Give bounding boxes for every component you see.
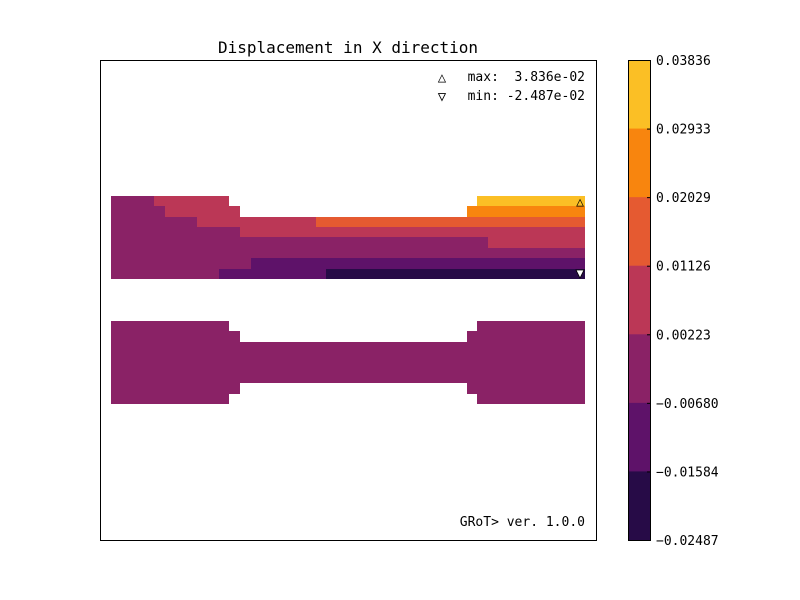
colorbar-segment — [628, 402, 651, 472]
heatmap-cell — [111, 206, 165, 217]
heatmap-cell — [240, 227, 585, 237]
max-marker-icon: △ — [438, 70, 447, 86]
heatmap-cell — [111, 383, 240, 394]
colorbar-tick-label: −0.01584 — [656, 465, 719, 480]
max-label: max: 3.836e-02 — [468, 70, 585, 85]
heatmap-cell — [111, 248, 585, 258]
heatmap-cell — [326, 269, 585, 279]
heatmap-cell — [477, 321, 585, 331]
colorbar-segment — [628, 197, 651, 267]
colorbar-tick-label: 0.03836 — [656, 54, 711, 69]
colorbar — [628, 60, 651, 541]
heatmap-cell — [154, 196, 229, 206]
colorbar-segment — [628, 60, 651, 130]
colorbar-segment — [628, 471, 651, 541]
heatmap-cell — [165, 206, 240, 217]
heatmap-cell — [111, 321, 229, 331]
heatmap-cell — [467, 331, 585, 342]
heatmap-cell — [467, 383, 585, 394]
heatmap-cell — [467, 206, 585, 217]
colorbar-ticks: 0.03836 0.02933 0.02029 0.01126 0.00223 −0.00… — [647, 54, 719, 549]
max-location-marker: △ — [576, 195, 584, 210]
heatmap-cell — [111, 331, 240, 342]
colorbar-tick-label: −0.02487 — [656, 534, 719, 549]
chart-title: Displacement in X direction — [218, 38, 478, 57]
colorbar-segment — [628, 334, 651, 404]
plot-area — [100, 60, 597, 541]
heatmap-cell — [111, 258, 251, 269]
heatmap-cell — [251, 258, 585, 269]
colorbar-tick-label: 0.02029 — [656, 191, 711, 206]
heatmap-cell — [111, 342, 585, 383]
colorbar-tick-label: 0.02933 — [656, 123, 711, 138]
colorbar-border — [628, 60, 651, 541]
min-location-marker — [575, 269, 585, 279]
colorbar-segment — [628, 265, 651, 335]
colorbar-tick-label: −0.00680 — [656, 397, 719, 412]
min-marker-icon: ▽ — [438, 89, 447, 105]
colorbar-segment — [628, 128, 651, 198]
min-label: min: -2.487e-02 — [468, 89, 585, 104]
heatmap-cell — [477, 196, 585, 206]
heatmap-cell — [488, 237, 585, 248]
heatmap-cell — [111, 196, 154, 206]
heatmap-cell — [111, 227, 240, 237]
colorbar-tick-label: 0.00223 — [656, 328, 711, 343]
heatmap-cell — [111, 394, 229, 404]
heatmap-cell — [111, 269, 219, 279]
heatmap-cell — [111, 217, 197, 227]
heatmap-cell — [111, 237, 488, 248]
heatmap-cell — [197, 217, 316, 227]
heatmap-cells — [111, 196, 585, 404]
heatmap-cell — [477, 394, 585, 404]
version-label: GRoT> ver. 1.0.0 — [460, 515, 585, 530]
heatmap-cell — [219, 269, 326, 279]
colorbar-tick-label: 0.01126 — [656, 260, 711, 275]
heatmap-cell — [316, 217, 585, 227]
